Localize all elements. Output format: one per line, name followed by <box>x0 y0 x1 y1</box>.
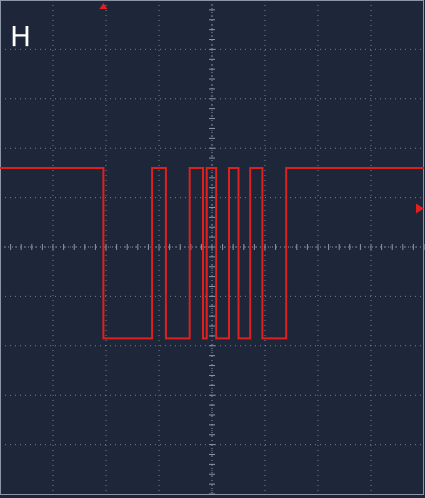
signal-trace <box>0 167 424 340</box>
trigger-level-marker <box>416 203 424 214</box>
trigger-position-marker <box>99 3 108 9</box>
panel-label: H <box>10 20 32 53</box>
